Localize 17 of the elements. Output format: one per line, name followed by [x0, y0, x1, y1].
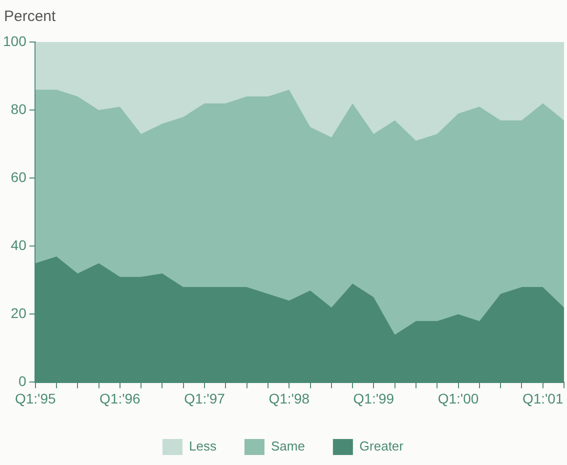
x-tick-label: Q1:'99	[353, 390, 394, 406]
x-tick-label: Q1:'01	[522, 390, 564, 406]
x-tick-label: Q1:'98	[268, 390, 310, 406]
y-tick-label: 20	[10, 305, 27, 322]
x-tick-label: Q1:'00	[438, 390, 479, 406]
x-tick-label: Q1:'95	[14, 390, 56, 406]
x-tick-label: Q1:'97	[184, 390, 226, 406]
y-tick-label: 60	[10, 168, 27, 185]
legend-label: Same	[270, 438, 305, 454]
y-tick-label: 80	[10, 100, 27, 117]
y-axis-title: Percent	[4, 8, 56, 25]
y-tick-label: 40	[10, 236, 27, 253]
y-tick-label: 100	[3, 32, 27, 49]
legend-label: Less	[189, 438, 217, 454]
x-tick-label: Q1:'96	[100, 390, 141, 406]
legend-label: Greater	[359, 438, 404, 454]
y-tick-label: 0	[18, 373, 27, 390]
